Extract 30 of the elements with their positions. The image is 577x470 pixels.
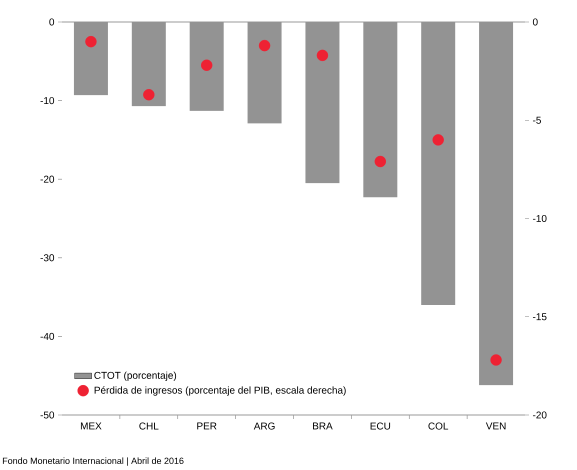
point [374,156,386,168]
point [432,134,444,146]
x-tick-label: COL [428,422,448,430]
y-tick-label: -20 [40,176,54,183]
x-tick-label: ECU [370,422,390,430]
x-tick-label: CHL [139,422,158,430]
point [316,50,328,62]
point [85,36,97,48]
x-tick-label: ARG [254,422,275,430]
y-tick-label: -50 [40,411,54,419]
y2-tick-label: -10 [532,214,547,222]
point [490,354,502,366]
y2-tick-label: -20 [532,411,547,419]
x-tick-label: MEX [80,422,102,430]
text: Fondo Monetario Internacional | Abril de 2016 [2,457,184,466]
y-tick-label: -10 [40,97,54,104]
legend-label: Pérdida de ingresos (porcentaje del PIB, escala derecha) [94,386,346,396]
y-tick-label: -40 [40,332,54,340]
y2-tick-label: -15 [532,313,547,320]
point [258,40,270,52]
y-tick-label: 0 [49,18,54,26]
y2-tick-label: 0 [532,18,538,26]
point [143,89,155,100]
legend-label: CTOT (porcentaje) [94,372,176,381]
x-tick-label: VEN [486,422,506,430]
x-tick-label: PER [197,422,216,430]
point [200,60,212,71]
x-tick-label: BRA [313,422,333,430]
y2-tick-label: -5 [532,116,541,124]
y-tick-label: -30 [40,254,54,262]
